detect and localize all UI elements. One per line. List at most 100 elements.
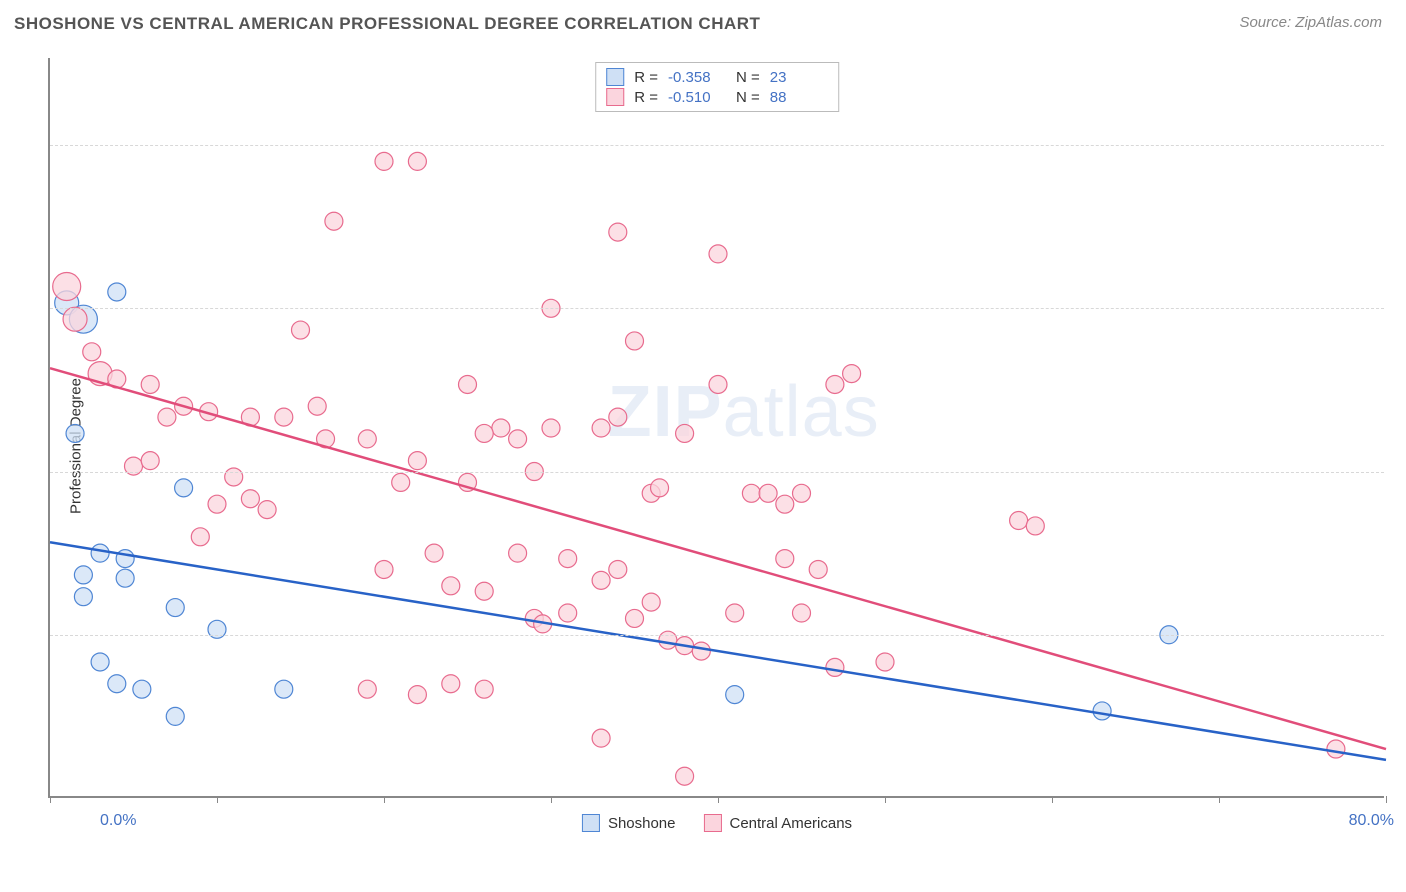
data-point — [651, 479, 669, 497]
data-point — [676, 424, 694, 442]
data-point — [53, 273, 81, 301]
data-point — [91, 653, 109, 671]
trend-line — [50, 368, 1386, 749]
data-point — [74, 588, 92, 606]
data-point — [759, 484, 777, 502]
data-point — [408, 452, 426, 470]
data-point — [559, 604, 577, 622]
data-point — [141, 452, 159, 470]
legend-n-label: N = — [736, 89, 760, 106]
x-tick — [50, 796, 51, 803]
x-tick — [718, 796, 719, 803]
data-point — [241, 490, 259, 508]
data-point — [709, 245, 727, 263]
data-point — [726, 604, 744, 622]
data-point — [609, 560, 627, 578]
x-tick — [384, 796, 385, 803]
data-point — [709, 375, 727, 393]
data-point — [166, 599, 184, 617]
data-point — [1327, 740, 1345, 758]
legend-swatch — [704, 814, 722, 832]
gridline — [50, 472, 1384, 473]
data-point — [375, 152, 393, 170]
series-legend: Shoshone Central Americans — [582, 814, 852, 832]
legend-row: R = -0.358 N = 23 — [606, 67, 828, 87]
data-point — [83, 343, 101, 361]
data-point — [358, 680, 376, 698]
data-point — [793, 484, 811, 502]
data-point — [609, 223, 627, 241]
data-point — [408, 686, 426, 704]
data-point — [626, 332, 644, 350]
legend-swatch — [582, 814, 600, 832]
gridline — [50, 308, 1384, 309]
x-tick — [1052, 796, 1053, 803]
data-point — [642, 593, 660, 611]
data-point — [559, 550, 577, 568]
data-point — [475, 680, 493, 698]
x-tick — [217, 796, 218, 803]
data-point — [626, 609, 644, 627]
data-point — [275, 408, 293, 426]
data-point — [776, 495, 794, 513]
data-point — [475, 424, 493, 442]
data-point — [793, 604, 811, 622]
plot-area: ZIPatlas R = -0.358 N = 23 R = -0.510 N … — [48, 58, 1384, 798]
legend-r-label: R = — [634, 69, 658, 86]
x-axis-max-label: 80.0% — [1349, 812, 1394, 830]
data-point — [442, 577, 460, 595]
data-point — [91, 544, 109, 562]
data-point — [408, 152, 426, 170]
data-point — [275, 680, 293, 698]
data-point — [442, 675, 460, 693]
legend-item: Central Americans — [704, 814, 853, 832]
data-point — [158, 408, 176, 426]
data-point — [116, 569, 134, 587]
correlation-legend: R = -0.358 N = 23 R = -0.510 N = 88 — [595, 62, 839, 112]
data-point — [141, 375, 159, 393]
x-tick — [1219, 796, 1220, 803]
chart-container: SHOSHONE VS CENTRAL AMERICAN PROFESSIONA… — [0, 0, 1406, 892]
data-point — [592, 571, 610, 589]
legend-n-label: N = — [736, 69, 760, 86]
legend-swatch — [606, 88, 624, 106]
data-point — [809, 560, 827, 578]
data-point — [459, 375, 477, 393]
x-tick — [885, 796, 886, 803]
data-point — [609, 408, 627, 426]
data-point — [392, 473, 410, 491]
data-point — [692, 642, 710, 660]
data-point — [108, 283, 126, 301]
data-point — [308, 397, 326, 415]
data-point — [726, 686, 744, 704]
trend-line — [50, 542, 1386, 760]
data-point — [258, 501, 276, 519]
legend-label: Central Americans — [730, 815, 853, 832]
data-point — [592, 419, 610, 437]
data-point — [166, 707, 184, 725]
source-attribution: Source: ZipAtlas.com — [1239, 14, 1382, 31]
data-point — [475, 582, 493, 600]
data-point — [208, 495, 226, 513]
data-point — [843, 365, 861, 383]
legend-label: Shoshone — [608, 815, 676, 832]
legend-n-value: 88 — [770, 89, 828, 106]
data-point — [776, 550, 794, 568]
data-point — [191, 528, 209, 546]
data-point — [876, 653, 894, 671]
data-point — [509, 544, 527, 562]
data-point — [292, 321, 310, 339]
gridline — [50, 635, 1384, 636]
data-point — [509, 430, 527, 448]
data-point — [742, 484, 760, 502]
data-point — [826, 658, 844, 676]
chart-title: SHOSHONE VS CENTRAL AMERICAN PROFESSIONA… — [14, 14, 760, 33]
x-axis-min-label: 0.0% — [100, 812, 136, 830]
data-point — [1093, 702, 1111, 720]
data-point — [1010, 512, 1028, 530]
legend-r-value: -0.358 — [668, 69, 726, 86]
data-point — [63, 307, 87, 331]
x-tick — [551, 796, 552, 803]
gridline — [50, 145, 1384, 146]
data-point — [175, 479, 193, 497]
